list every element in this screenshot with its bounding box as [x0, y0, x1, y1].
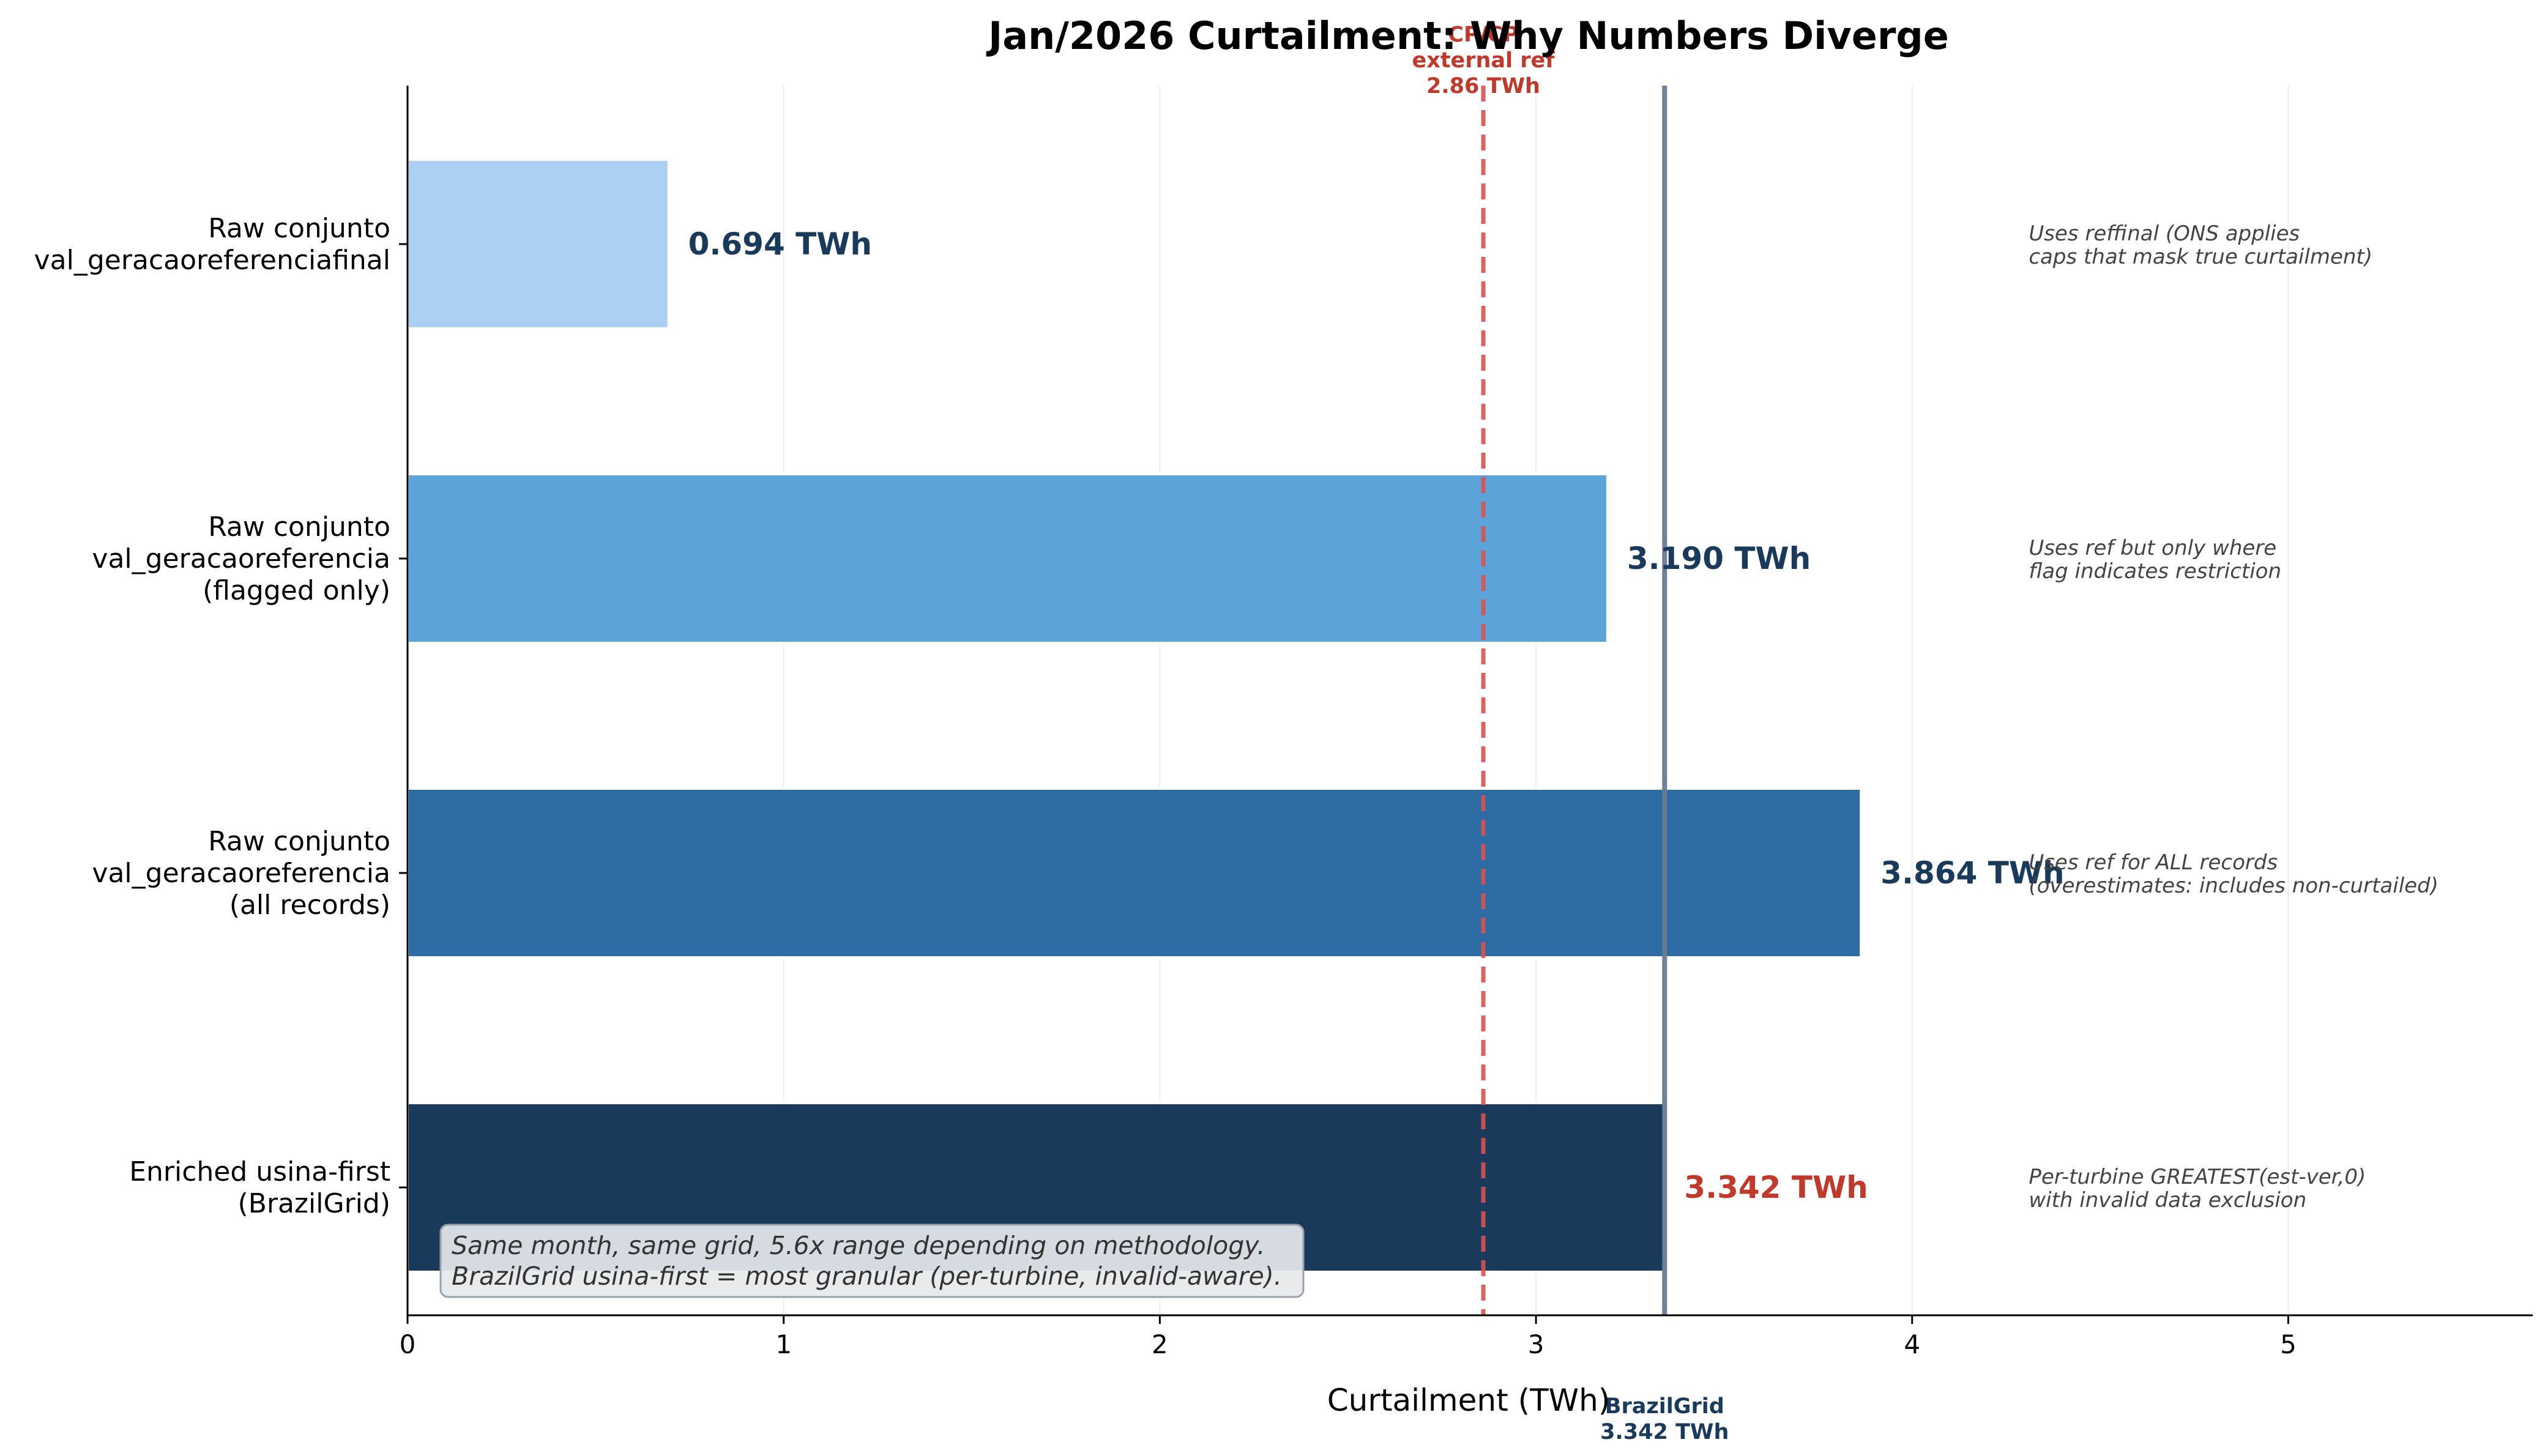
category-label-line: Raw conjunto: [208, 511, 390, 543]
reference-label-line: 3.342 TWh: [1600, 1420, 1729, 1444]
caption-text: Same month, same grid, 5.6x range depend…: [452, 1231, 1282, 1291]
bar-note: Uses reffinal (ONS applies caps that mask…: [2029, 221, 2372, 269]
bar-note: Uses ref but only where flag indicates re…: [2029, 536, 2281, 584]
caption-line: BrazilGrid usina-first = most granular (…: [452, 1261, 1282, 1291]
caption-line: Same month, same grid, 5.6x range depend…: [452, 1231, 1265, 1260]
category-label-line: val_geracaoreferencia: [92, 543, 390, 574]
x-tick-label: 1: [775, 1329, 792, 1359]
reference-label-line: CP/CP: [1448, 23, 1518, 47]
bar-note: Uses ref for ALL records (overestimates: …: [2029, 850, 2439, 898]
caption-box: [439, 1224, 1305, 1298]
reference-line-layer: [1481, 86, 1667, 1315]
x-tick-label: 2: [1152, 1329, 1168, 1359]
bar: [406, 473, 1609, 644]
bar-value-label: 3.342 TWh: [1684, 1170, 1868, 1205]
category-label-line: Raw conjunto: [208, 213, 390, 244]
external-reference-label: CP/CP external ref 2.86 TWh: [1412, 23, 1556, 98]
category-label-line: (BrazilGrid): [238, 1188, 390, 1219]
category-label-line: val_geracaoreferenciafinal: [34, 245, 390, 276]
category-label: Raw conjunto val_geracaoreferencia (flagge…: [92, 511, 390, 606]
bar: [406, 158, 670, 330]
bar-value-label: 3.190 TWh: [1627, 541, 1811, 576]
x-tick-label: 4: [1904, 1329, 1920, 1359]
brazilgrid-reference-label: BrazilGrid 3.342 TWh: [1600, 1394, 1729, 1444]
bar-note-line: Per-turbine GREATEST(est-ver,0): [2029, 1165, 2366, 1189]
axis-layer: [399, 86, 2533, 1324]
x-tick-label: 3: [1528, 1329, 1545, 1359]
category-label-line: Raw conjunto: [208, 826, 390, 857]
bar-note-line: Uses ref for ALL records: [2029, 850, 2278, 875]
category-label-line: val_geracaoreferencia: [92, 858, 390, 889]
reference-label-line: external ref: [1412, 48, 1556, 73]
bar-note-line: Uses ref but only where: [2029, 536, 2276, 560]
category-label: Raw conjunto val_geracaoreferenciafinal: [34, 213, 390, 276]
category-label-line: (flagged only): [203, 575, 390, 606]
bar-note: Per-turbine GREATEST(est-ver,0) with inva…: [2029, 1165, 2366, 1213]
bar: [406, 787, 1863, 959]
x-axis-label: Curtailment (TWh): [1327, 1383, 1611, 1418]
category-label: Enriched usina-first (BrazilGrid): [129, 1156, 390, 1219]
x-tick-label: 5: [2280, 1329, 2297, 1359]
reference-label-line: BrazilGrid: [1605, 1394, 1724, 1419]
bar-note-line: with invalid data exclusion: [2029, 1188, 2306, 1213]
bar-note-line: (overestimates: includes non-curtailed): [2029, 874, 2439, 898]
reference-label-line: 2.86 TWh: [1426, 74, 1540, 98]
category-label: Raw conjunto val_geracaoreferencia (all re…: [92, 826, 390, 921]
chart-title: Jan/2026 Curtailment: Why Numbers Diverg…: [986, 13, 1949, 58]
x-tick-label: 0: [400, 1329, 416, 1359]
category-label-line: Enriched usina-first: [129, 1156, 390, 1187]
bar-note-line: caps that mask true curtailment): [2029, 245, 2372, 269]
bar-note-line: flag indicates restriction: [2029, 559, 2281, 584]
label-layer: 0.694 TWh Uses reffinal (ONS applies caps …: [34, 23, 2439, 1444]
bar-note-line: Uses reffinal (ONS applies: [2029, 221, 2300, 246]
bar-value-label: 3.864 TWh: [1880, 855, 2064, 891]
category-label-line: (all records): [229, 890, 390, 921]
bar-value-label: 0.694 TWh: [688, 226, 872, 262]
bar-layer: [406, 158, 1863, 1273]
